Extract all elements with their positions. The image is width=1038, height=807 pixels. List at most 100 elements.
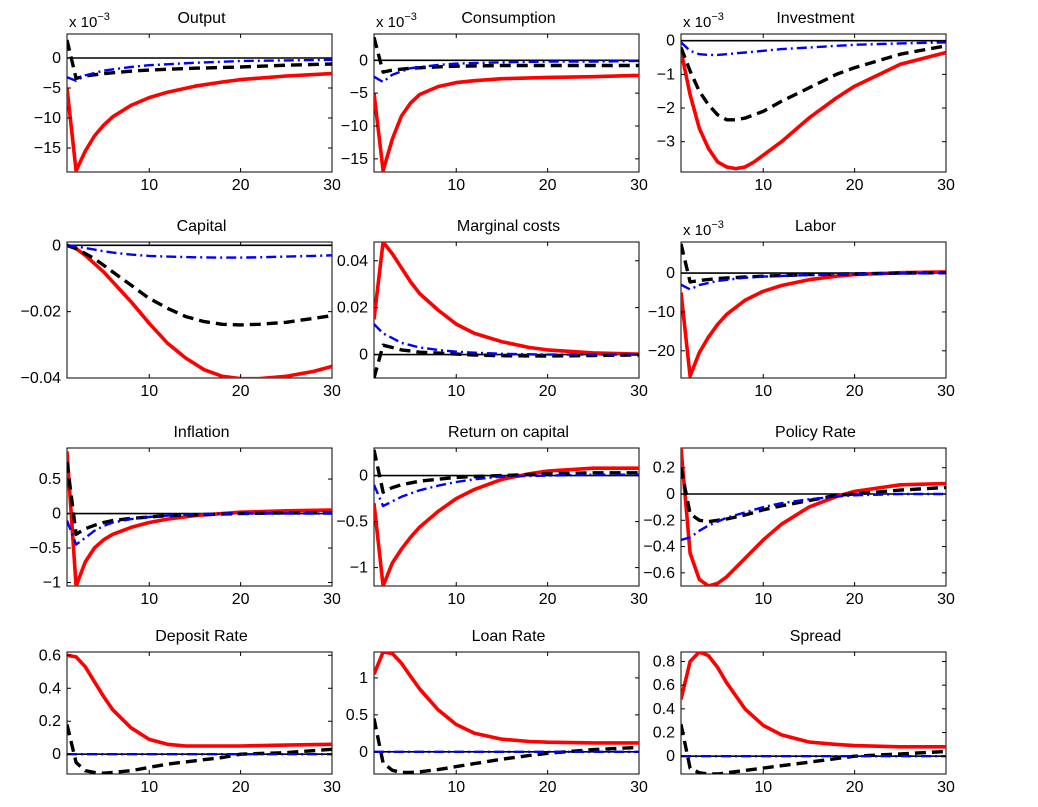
y-tick-label: 0.6 (39, 647, 61, 664)
y-tick-label: 1 (359, 670, 368, 687)
y-tick-label: 0 (52, 237, 61, 254)
series-line-solid (67, 71, 332, 172)
subplot-investment: 10 20 30 0 −1 −2 −3 Investment x 10−3 (657, 10, 955, 194)
subplot-output: 10 20 30 0 −5 −10 −15 Output x 10−3 (34, 10, 341, 194)
x-tick-label: 20 (846, 591, 864, 608)
subplot-spread: 10 20 30 0.8 0.6 0.4 0.2 0 Spread (653, 628, 955, 796)
series-line-dashed (681, 723, 946, 774)
y-tick-label: −2 (657, 100, 675, 117)
subplot-title: Output (177, 10, 226, 27)
x-tick-label: 10 (447, 591, 465, 608)
subplot-title: Loan Rate (472, 628, 546, 645)
y-tick-label: −0.02 (21, 304, 62, 321)
x-tick-label: 20 (539, 177, 557, 194)
y-tick-label: −0.2 (643, 512, 675, 529)
subplot-title: Consumption (461, 10, 555, 27)
y-tick-label: 0 (359, 347, 368, 364)
series-group (681, 243, 946, 378)
y-tick-label: 0 (359, 744, 368, 761)
y-tick-label: −0.4 (643, 539, 675, 556)
x-tick-label: 10 (447, 177, 465, 194)
x-tick-label: 30 (630, 779, 648, 796)
plot-area (66, 33, 333, 173)
y-tick-label: 0 (666, 33, 675, 50)
subplot-title: Policy Rate (775, 424, 856, 441)
plot-area (373, 651, 640, 775)
series-line-solid (374, 242, 639, 356)
x-tick-label: 20 (846, 177, 864, 194)
series-line-dashed (67, 243, 332, 327)
series-line-solid (374, 652, 639, 745)
subplot-labor: 10 20 30 0 −10 −20 Labor x 10−3 (648, 218, 955, 400)
series-line-dashed (67, 461, 332, 536)
y-tick-label: −1 (43, 575, 61, 592)
x-tick-label: 30 (323, 177, 341, 194)
plot-area (373, 33, 640, 173)
y-tick-label: 0.4 (39, 680, 61, 697)
series-line-dashed (681, 44, 946, 122)
x-tick-label: 10 (754, 177, 772, 194)
subplot-title: Spread (790, 628, 842, 645)
x-tick-label: 20 (539, 779, 557, 796)
series-line-dashdot (681, 492, 946, 542)
series-group (67, 39, 332, 172)
plot-area (66, 651, 333, 775)
series-line-solid (681, 270, 946, 378)
y-tick-label: 0.6 (653, 677, 675, 694)
x-tick-label: 10 (140, 177, 158, 194)
x-tick-label: 30 (630, 591, 648, 608)
subplot-title: Inflation (173, 424, 229, 441)
y-tick-label: 0.04 (337, 253, 368, 270)
series-group (374, 36, 639, 172)
series-line-dashdot (374, 59, 639, 84)
series-line-dashdot (67, 58, 332, 83)
x-tick-label: 10 (140, 591, 158, 608)
series-line-solid (681, 652, 946, 749)
y-tick-label: 0 (666, 486, 675, 503)
subplot-deposit-rate: 10 20 30 0.6 0.4 0.2 0 Deposit Rate (39, 628, 341, 796)
subplot-title: Investment (776, 10, 855, 27)
x-tick-label: 30 (937, 383, 955, 400)
y-tick-label: 0.5 (346, 707, 368, 724)
x-tick-label: 20 (846, 779, 864, 796)
y-tick-label: 0 (52, 50, 61, 67)
series-line-solid (374, 73, 639, 172)
y-tick-label: −1 (350, 560, 368, 577)
series-line-dashdot (374, 323, 639, 356)
y-tick-label: −0.04 (21, 370, 62, 387)
series-line-solid (67, 653, 332, 748)
subplot-inflation: 10 20 30 0.5 0 −0.5 −1 Inflation (29, 424, 341, 608)
series-group (374, 242, 639, 378)
x-tick-label: 20 (539, 591, 557, 608)
series-group (681, 39, 946, 171)
y-tick-label: −15 (34, 140, 61, 157)
x-tick-label: 20 (539, 383, 557, 400)
y-tick-label: −5 (350, 85, 368, 102)
series-line-dashed (681, 467, 946, 524)
x-tick-label: 10 (447, 779, 465, 796)
y-tick-label: 0.8 (653, 653, 675, 670)
series-line-dashed (374, 36, 639, 74)
series-line-dashed (374, 449, 639, 494)
y-tick-label: −0.5 (336, 514, 368, 531)
y-tick-label: 0 (52, 506, 61, 523)
x-tick-label: 30 (937, 591, 955, 608)
x-tick-label: 10 (754, 779, 772, 796)
axis-exponent: x 10−3 (69, 11, 110, 31)
plot-area (680, 33, 947, 173)
series-line-solid (681, 50, 946, 171)
subplot-loan-rate: 10 20 30 1 0.5 0 Loan Rate (346, 628, 648, 796)
plot-area (66, 241, 333, 379)
series-group (67, 653, 332, 774)
x-tick-label: 30 (630, 177, 648, 194)
y-tick-label: 0 (359, 52, 368, 69)
x-tick-label: 10 (140, 779, 158, 796)
x-tick-label: 20 (232, 591, 250, 608)
series-line-dashdot (67, 244, 332, 259)
plot-area (373, 447, 640, 587)
y-tick-label: 0 (666, 265, 675, 282)
subplot-title: Capital (177, 218, 227, 235)
plot-area (373, 241, 640, 379)
x-tick-label: 10 (447, 383, 465, 400)
